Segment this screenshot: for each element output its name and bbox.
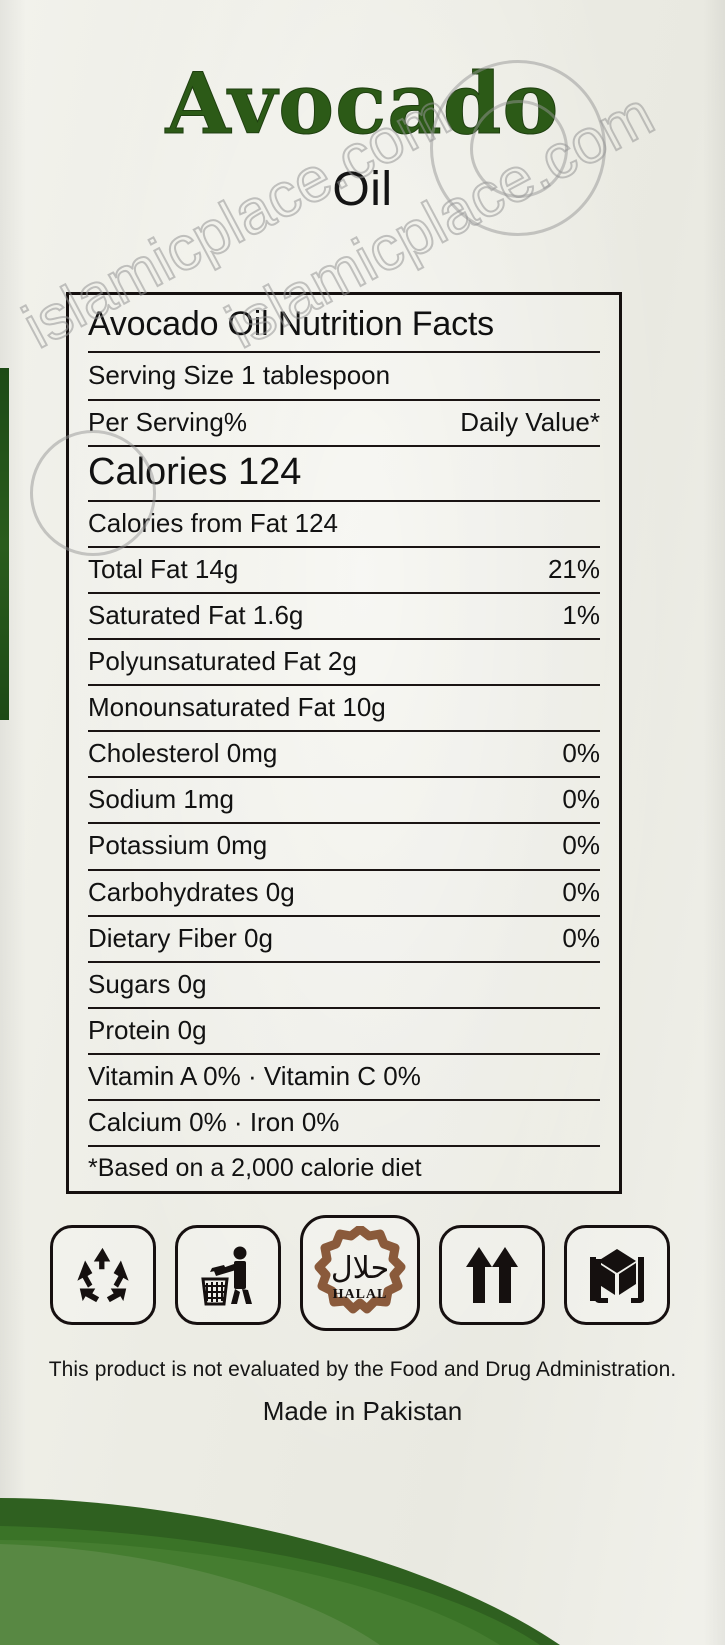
nutrient-row-list: Total Fat 14g 21% Saturated Fat 1.6g 1% Poly… (88, 548, 600, 1148)
nutrient-label: Sugars 0g (88, 968, 207, 999)
divider (88, 350, 600, 353)
divider (88, 776, 600, 779)
calories-from-fat-row: Calories from Fat 124 (88, 502, 600, 546)
nutrient-daily-value: 0% (562, 876, 600, 907)
nutrient-daily-value: 0% (562, 922, 600, 953)
nutrient-daily-value: 0% (562, 738, 600, 769)
divider (88, 499, 600, 502)
left-edge-strip (0, 368, 9, 720)
nutrient-label: Saturated Fat 1.6g (88, 599, 304, 630)
daily-value-label: Daily Value* (460, 406, 600, 437)
nutrient-label: Dietary Fiber 0g (88, 922, 273, 953)
bottom-leaf-artwork (0, 1440, 725, 1645)
nutrient-label: Sodium 1mg (88, 784, 234, 815)
brand-block: Avocado Oil (0, 54, 725, 217)
divider (88, 960, 600, 963)
calories-row: Calories 124 (88, 450, 302, 493)
bottom-text-block: This product is not evaluated by the Foo… (0, 1358, 725, 1427)
footnote: *Based on a 2,000 calorie diet (88, 1154, 422, 1183)
divider (88, 591, 600, 594)
nutrient-row: Protein 0g (88, 1009, 600, 1053)
divider (88, 444, 600, 447)
recycle-icon-box (50, 1225, 156, 1325)
divider (88, 638, 600, 641)
svg-text:حلال: حلال (331, 1251, 389, 1286)
divider (88, 1053, 600, 1055)
nutrient-label: Polyunsaturated Fat 2g (88, 646, 357, 677)
nutrient-row: Carbohydrates 0g 0% (88, 871, 600, 915)
nutrient-label: Vitamin A 0% · Vitamin C 0% (88, 1061, 421, 1091)
this-side-up-icon (463, 1245, 521, 1305)
nutrient-label: Potassium 0mg (88, 830, 268, 861)
nutrient-label: Carbohydrates 0g (88, 876, 295, 907)
divider (88, 822, 600, 825)
divider (88, 1145, 600, 1148)
divider (88, 398, 600, 401)
brand-name: Avocado (165, 54, 560, 153)
nutrition-facts-title: Avocado Oil Nutrition Facts (88, 305, 494, 343)
nutrient-label: Protein 0g (88, 1014, 207, 1045)
nutrient-row: Potassium 0mg 0% (88, 824, 600, 868)
nutrient-row: Sugars 0g (88, 963, 600, 1007)
handle-with-care-icon (586, 1245, 648, 1305)
handle-with-care-icon-box (564, 1225, 670, 1325)
divider (88, 914, 600, 917)
country-of-origin: Made in Pakistan (262, 1396, 463, 1426)
divider (88, 684, 600, 687)
nutrient-row: Total Fat 14g 21% (88, 548, 600, 592)
dispose-in-bin-icon (198, 1244, 258, 1306)
serving-size: Serving Size 1 tablespoon (88, 359, 391, 390)
nutrient-row: Monounsaturated Fat 10g (88, 686, 600, 730)
dispose-in-bin-icon-box (175, 1225, 281, 1325)
recycle-icon (72, 1245, 134, 1305)
nutrient-daily-value: 0% (562, 830, 600, 861)
nutrient-row: Sodium 1mg 0% (88, 778, 600, 822)
svg-text:HALAL: HALAL (333, 1287, 388, 1302)
nutrient-row: Saturated Fat 1.6g 1% (88, 594, 600, 638)
divider (88, 1006, 600, 1009)
nutrient-row: Cholesterol 0mg 0% (88, 732, 600, 776)
nutrient-daily-value: 0% (562, 784, 600, 815)
nutrient-label: Monounsaturated Fat 10g (88, 692, 386, 723)
halal-icon: حلال HALAL (312, 1226, 408, 1320)
this-side-up-icon-box (439, 1225, 545, 1325)
nutrition-facts-panel: Avocado Oil Nutrition Facts Serving Size… (66, 292, 622, 1195)
nutrient-daily-value: 1% (562, 599, 600, 630)
divider (88, 1099, 600, 1102)
calories-from-fat-label: Calories from Fat 124 (88, 507, 338, 538)
divider (88, 868, 600, 871)
nutrient-label: Calcium 0% · Iron 0% (88, 1107, 340, 1138)
halal-icon-box: حلال HALAL (300, 1215, 420, 1331)
divider (88, 545, 600, 548)
per-serving-label: Per Serving% (88, 406, 247, 437)
nutrient-label: Cholesterol 0mg (88, 738, 278, 769)
nutrient-row: Dietary Fiber 0g 0% (88, 917, 600, 961)
fda-disclaimer: This product is not evaluated by the Foo… (48, 1358, 677, 1381)
divider (88, 730, 600, 733)
nutrient-row: Vitamin A 0% · Vitamin C 0% (88, 1055, 600, 1099)
nutrient-row: Polyunsaturated Fat 2g (88, 640, 600, 684)
nutrient-daily-value: 21% (547, 553, 600, 584)
symbols-row: حلال HALAL (50, 1215, 670, 1331)
nutrient-row: Calcium 0% · Iron 0% (88, 1101, 600, 1145)
nutrient-label: Total Fat 14g (88, 553, 239, 584)
brand-subtitle: Oil (332, 163, 393, 216)
daily-value-header-row: Per Serving% Daily Value* (88, 401, 600, 445)
